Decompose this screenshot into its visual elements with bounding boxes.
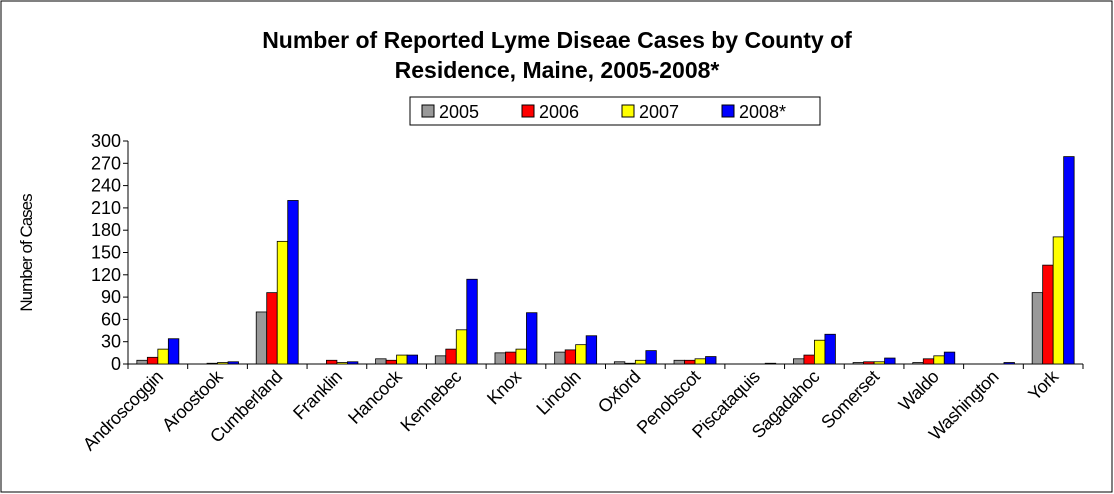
y-tick-label: 30 — [101, 332, 121, 352]
y-tick-label: 270 — [91, 153, 121, 173]
bar — [1003, 362, 1015, 365]
bar — [684, 359, 696, 365]
bar — [912, 362, 924, 365]
bar — [863, 361, 875, 365]
bar — [157, 348, 169, 365]
legend-label: 2008* — [739, 102, 786, 122]
bar — [873, 361, 885, 365]
bar — [434, 355, 447, 365]
bar — [455, 329, 468, 365]
y-tick-label: 180 — [91, 220, 121, 240]
bar — [694, 358, 706, 365]
bar — [922, 358, 935, 365]
bar — [347, 361, 359, 365]
y-tick-label: 210 — [91, 198, 121, 218]
y-tick-label: 60 — [101, 309, 121, 329]
bar — [645, 350, 657, 365]
bar — [585, 335, 598, 365]
bar — [217, 362, 229, 365]
legend-swatch — [421, 104, 435, 118]
bar — [803, 354, 815, 365]
y-tick-label: 240 — [91, 176, 121, 196]
bar — [673, 359, 685, 365]
y-tick-label: 150 — [91, 243, 121, 263]
bar — [375, 358, 387, 365]
bar — [1063, 156, 1075, 365]
bar — [326, 359, 338, 365]
bar — [852, 362, 864, 365]
bar — [276, 240, 289, 365]
legend-label: 2006 — [539, 102, 579, 122]
bar — [266, 292, 278, 365]
bar — [554, 351, 566, 365]
bar — [167, 338, 180, 365]
y-tick-label: 120 — [91, 265, 121, 285]
bar — [634, 359, 647, 365]
bar — [575, 344, 587, 365]
legend-swatch — [621, 104, 635, 118]
bar — [1042, 264, 1054, 365]
bar — [564, 349, 577, 365]
bar — [814, 339, 826, 365]
bar — [613, 361, 626, 365]
bar — [227, 361, 239, 365]
bar — [146, 356, 159, 365]
bar — [933, 355, 945, 365]
bar — [255, 311, 268, 365]
bar — [705, 356, 717, 365]
bar — [943, 351, 956, 365]
bar — [206, 362, 218, 365]
bar — [336, 362, 348, 365]
bar — [1031, 292, 1044, 365]
bar — [515, 348, 527, 365]
bar — [824, 333, 836, 365]
bar — [494, 352, 506, 365]
chart-title: Number of Reported Lyme Diseae Cases by … — [262, 27, 852, 83]
y-axis-label: Number of Cases — [17, 194, 36, 312]
bar — [624, 362, 636, 365]
y-tick-label: 90 — [101, 287, 121, 307]
y-tick-label: 0 — [111, 354, 121, 374]
bar — [1052, 236, 1065, 365]
bar — [884, 357, 896, 365]
bar — [526, 312, 538, 365]
legend-label: 2005 — [439, 102, 479, 122]
bar — [136, 359, 148, 365]
bar — [287, 200, 299, 365]
legend-box — [409, 96, 821, 126]
bar — [396, 354, 408, 365]
y-tick-label: 300 — [91, 131, 121, 151]
legend-swatch — [721, 104, 735, 118]
bar — [505, 351, 517, 365]
bar — [793, 358, 805, 365]
legend-label: 2007 — [639, 102, 679, 122]
bar — [445, 348, 457, 365]
bar — [764, 362, 777, 365]
bar — [385, 359, 397, 365]
legend-swatch — [521, 104, 535, 118]
bar — [466, 278, 478, 365]
bar — [406, 354, 418, 365]
